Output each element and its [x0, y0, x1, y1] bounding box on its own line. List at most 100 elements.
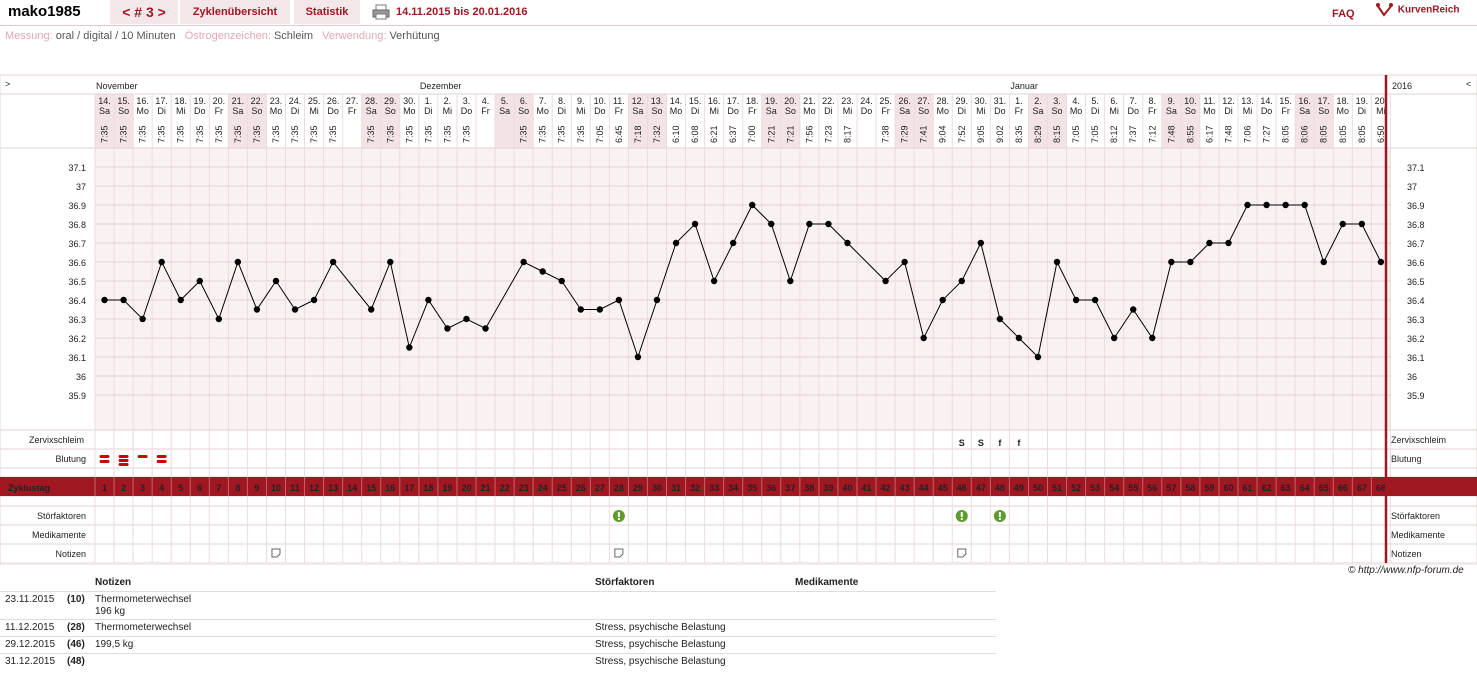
day-weekday: Fr	[1148, 106, 1157, 116]
temperature-point	[329, 258, 337, 266]
day-weekday: Mo	[136, 106, 149, 116]
cycle-day-number: 32	[690, 483, 700, 493]
y-tick-label: 36.8	[68, 220, 86, 230]
cycle-day-number: 2	[121, 483, 126, 493]
day-weekday: So	[1052, 106, 1063, 116]
temperature-point	[615, 296, 623, 304]
day-date: 27.	[346, 96, 359, 106]
temperature-point	[253, 306, 261, 313]
weekend-shade	[1295, 94, 1315, 148]
weekend-shade	[514, 94, 534, 148]
day-date: 25.	[879, 96, 892, 106]
temperature-point	[596, 306, 604, 313]
cycle-day-number: 64	[1300, 483, 1310, 493]
weekend-shade	[647, 94, 667, 148]
medication-row-label: Medikamente	[32, 530, 86, 540]
temperature-point	[425, 296, 432, 304]
weekend-shade	[361, 94, 381, 148]
cycle-day-number: 51	[1052, 483, 1062, 493]
note-date: 31.12.2015	[5, 656, 56, 667]
day-weekday: Di	[1091, 106, 1100, 116]
temperature-point	[215, 315, 223, 323]
cycle-day-number: 39	[823, 483, 833, 493]
measure-time: 7:35	[119, 125, 129, 143]
note-text: Thermometerwechsel	[95, 594, 192, 605]
cycle-day-number: 30	[652, 483, 662, 493]
logo[interactable]: KurvenReich	[1375, 2, 1459, 18]
day-weekday: Mo	[1203, 106, 1216, 116]
note-cycle-day: (28)	[67, 622, 85, 633]
day-date: 22.	[822, 96, 835, 106]
cycle-day-number: 33	[709, 483, 719, 493]
temperature-point	[1263, 201, 1270, 209]
tab-cycle-overview[interactable]: Zyklenübersicht	[180, 0, 290, 24]
note-row: 23.11.2015 (10) Thermometerwechsel 196 kg	[0, 591, 996, 620]
temperature-point	[825, 220, 832, 228]
day-date: 18.	[1337, 96, 1350, 106]
weekend-shade	[228, 94, 248, 148]
day-weekday: Di	[824, 106, 833, 116]
day-date: 30.	[403, 96, 416, 106]
cycle-switcher[interactable]: < # 3 >	[110, 0, 178, 24]
day-date: 30.	[975, 96, 988, 106]
bleeding-mark	[118, 455, 129, 458]
weekend-shade	[1314, 94, 1334, 148]
day-weekday: Do	[1127, 106, 1139, 116]
measure-time: 7:35	[328, 125, 338, 143]
y-tick-label: 36	[76, 372, 86, 382]
note-date: 29.12.2015	[5, 639, 56, 650]
y-tick-label: 36.3	[68, 315, 86, 325]
cycle-day-number: 16	[385, 483, 395, 493]
temperature-point	[558, 277, 565, 285]
day-date: 15.	[1279, 96, 1292, 106]
temperature-point	[1358, 220, 1366, 228]
cycle-day-number: 48	[995, 483, 1005, 493]
day-weekday: Mo	[936, 106, 949, 116]
day-weekday: Mo	[403, 106, 416, 116]
disturbances-row-label: Störfaktoren	[37, 511, 86, 521]
day-date: 24.	[860, 96, 873, 106]
day-date: 17.	[727, 96, 740, 106]
tab-statistics[interactable]: Statistik	[294, 0, 360, 24]
cycle-day-number: 12	[309, 483, 319, 493]
day-weekday: Mi	[576, 106, 586, 116]
y-tick-label-right: 36.5	[1407, 277, 1425, 287]
cycle-day-number: 45	[938, 483, 948, 493]
print-icon[interactable]	[372, 4, 390, 20]
weekend-shade	[114, 94, 134, 148]
day-date: 20.	[784, 96, 797, 106]
day-date: 11.	[613, 96, 625, 106]
temperature-point	[844, 239, 851, 247]
day-weekday: Di	[691, 106, 700, 116]
cycle-day-number: 15	[366, 483, 376, 493]
measure-time: 7:35	[366, 125, 376, 143]
cycle-day-number: 28	[614, 483, 624, 493]
cycle-day-number: 35	[747, 483, 757, 493]
temperature-point	[1206, 239, 1213, 247]
warning-icon-bar	[960, 512, 963, 517]
measure-time: 6:45	[614, 125, 624, 143]
day-date: 15.	[117, 96, 130, 106]
cycle-day-number: 31	[671, 483, 681, 493]
measure-time: 7:35	[290, 125, 300, 143]
temperature-point	[1015, 334, 1023, 342]
bleeding-mark	[118, 459, 129, 462]
y-tick-label-right: 35.9	[1407, 391, 1425, 401]
temperature-point	[1034, 353, 1042, 361]
cycle-day-number: 50	[1033, 483, 1043, 493]
cycle-day-number: 61	[1243, 483, 1253, 493]
cycle-day-number: 66	[1338, 483, 1348, 493]
cycle-day-number: 7	[216, 483, 221, 493]
note-disturbance: Stress, psychische Belastung	[595, 656, 726, 667]
measure-time: 9:02	[995, 125, 1005, 143]
day-weekday: Fr	[615, 106, 624, 116]
day-weekday: So	[1318, 106, 1329, 116]
measure-time: 8:05	[1357, 125, 1367, 143]
temperature-point	[1225, 239, 1232, 247]
day-weekday: Sa	[1032, 106, 1043, 116]
day-weekday: Do	[194, 106, 206, 116]
temperature-point	[406, 344, 413, 351]
faq-link[interactable]: FAQ	[1332, 8, 1355, 20]
day-weekday: Di	[291, 106, 300, 116]
day-date: 21.	[232, 96, 245, 106]
